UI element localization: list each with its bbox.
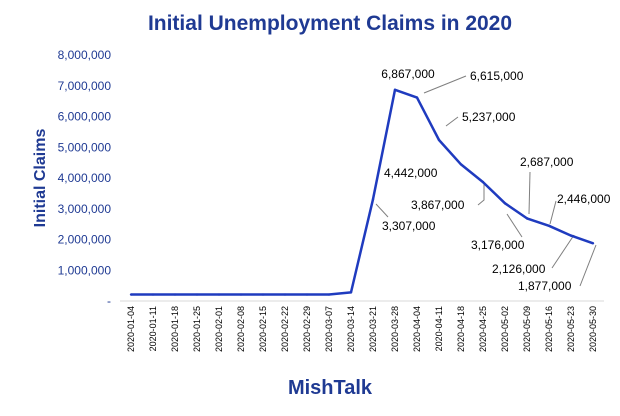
data-point bbox=[129, 293, 133, 296]
data-point bbox=[261, 293, 265, 296]
y-tick-label: 4,000,000 bbox=[58, 171, 112, 185]
data-point bbox=[393, 88, 397, 92]
y-tick-label: - bbox=[107, 294, 111, 308]
leader-line bbox=[506, 213, 523, 238]
x-tick-label: 2020-05-23 bbox=[566, 306, 576, 352]
data-point bbox=[437, 138, 441, 142]
y-tick-label: 3,000,000 bbox=[58, 202, 112, 216]
x-tick-label: 2020-03-21 bbox=[368, 306, 378, 352]
y-tick-label: 2,000,000 bbox=[58, 233, 112, 247]
x-tick-label: 2020-04-11 bbox=[434, 306, 444, 351]
x-tick-label: 2020-05-16 bbox=[544, 306, 554, 352]
x-tick-label: 2020-05-02 bbox=[500, 306, 510, 352]
y-tick-label: 6,000,000 bbox=[58, 110, 112, 124]
x-tick-label: 2020-01-04 bbox=[126, 306, 136, 352]
chart-title: Initial Unemployment Claims in 2020 bbox=[148, 12, 512, 35]
data-label: 6,615,000 bbox=[470, 69, 524, 83]
y-axis-label: Initial Claims bbox=[32, 129, 49, 228]
data-label: 5,237,000 bbox=[462, 110, 516, 124]
leader-line bbox=[551, 234, 575, 269]
leader-line bbox=[423, 75, 467, 94]
data-point bbox=[173, 293, 177, 296]
leader-line bbox=[549, 200, 557, 225]
data-point bbox=[415, 96, 419, 99]
y-tick-label: 8,000,000 bbox=[58, 48, 112, 62]
x-tick-label: 2020-02-22 bbox=[280, 306, 290, 352]
data-label: 2,687,000 bbox=[520, 155, 574, 169]
data-point bbox=[459, 163, 463, 166]
data-point bbox=[503, 202, 507, 205]
x-tick-label: 2020-02-01 bbox=[214, 306, 224, 352]
y-axis-ticks: - 1,000,000 2,000,000 3,000,000 4,000,000 5,0… bbox=[58, 48, 112, 308]
data-point bbox=[195, 293, 199, 296]
data-label: 3,867,000 bbox=[411, 198, 465, 212]
y-tick-label: 5,000,000 bbox=[58, 140, 112, 154]
leader-line bbox=[375, 203, 389, 218]
x-tick-label: 2020-04-04 bbox=[412, 306, 422, 352]
x-tick-label: 2020-04-25 bbox=[478, 306, 488, 352]
x-tick-label: 2020-05-30 bbox=[588, 306, 598, 352]
data-label: 1,877,000 bbox=[518, 279, 572, 293]
leader-line bbox=[528, 171, 531, 215]
data-label: 6,867,000 bbox=[381, 67, 435, 81]
data-point bbox=[349, 291, 353, 294]
data-label: 3,176,000 bbox=[471, 238, 525, 252]
x-tick-label: 2020-01-25 bbox=[192, 306, 202, 352]
x-tick-label: 2020-03-14 bbox=[346, 306, 356, 352]
x-tick-label: 2020-02-15 bbox=[258, 306, 268, 352]
data-point bbox=[283, 293, 287, 296]
x-axis-ticks: 2020-01-04 2020-01-11 2020-01-18 2020-01-25… bbox=[126, 306, 598, 352]
data-point bbox=[525, 217, 529, 220]
data-point bbox=[239, 293, 243, 296]
x-tick-label: 2020-05-09 bbox=[522, 306, 532, 352]
data-point bbox=[217, 293, 221, 296]
leader-line bbox=[477, 183, 485, 206]
x-axis-label: MishTalk bbox=[288, 377, 373, 399]
data-label: 2,446,000 bbox=[557, 192, 611, 206]
data-point bbox=[481, 180, 485, 184]
x-tick-label: 2020-02-08 bbox=[236, 306, 246, 352]
data-labels: 3,307,000 6,867,000 6,615,000 5,237,000 4,44… bbox=[381, 67, 610, 293]
data-point bbox=[569, 234, 573, 237]
data-point bbox=[547, 224, 551, 227]
y-tick-label: 1,000,000 bbox=[58, 263, 112, 277]
data-label: 3,307,000 bbox=[382, 219, 436, 233]
data-point bbox=[151, 293, 155, 296]
data-point bbox=[327, 293, 331, 296]
data-label: 4,442,000 bbox=[384, 166, 438, 180]
y-tick-label: 7,000,000 bbox=[58, 79, 112, 93]
x-tick-label: 2020-04-18 bbox=[456, 306, 466, 352]
leader-line bbox=[445, 116, 459, 127]
x-tick-label: 2020-01-18 bbox=[170, 306, 180, 352]
data-point bbox=[371, 198, 375, 201]
x-tick-label: 2020-02-29 bbox=[302, 306, 312, 352]
x-tick-label: 2020-03-07 bbox=[324, 306, 334, 352]
data-point bbox=[591, 242, 595, 245]
data-point bbox=[305, 293, 309, 296]
leader-line bbox=[579, 244, 597, 287]
x-tick-label: 2020-01-11 bbox=[148, 306, 158, 351]
data-label: 2,126,000 bbox=[492, 262, 546, 276]
x-tick-label: 2020-03-28 bbox=[390, 306, 400, 352]
series-line bbox=[131, 88, 594, 296]
label-leader-lines bbox=[375, 75, 597, 287]
